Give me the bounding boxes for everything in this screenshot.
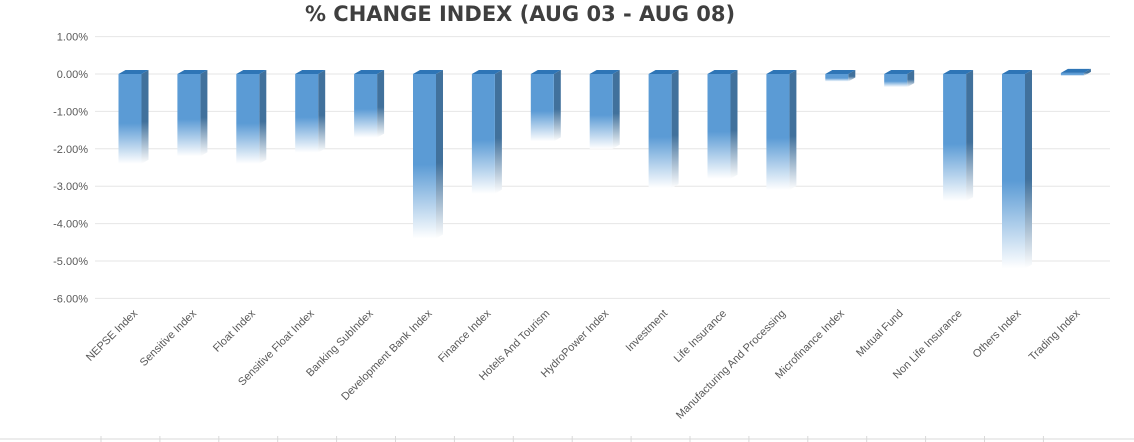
bar — [943, 74, 967, 202]
bar-side — [848, 70, 856, 82]
y-tick-label: 0.00% — [57, 69, 88, 81]
bar-top — [295, 70, 326, 74]
bar-side — [789, 70, 797, 190]
bar-top — [177, 70, 208, 74]
bar-side — [612, 70, 620, 149]
bar-side — [671, 70, 679, 189]
x-tick-label: Finance Index — [436, 307, 494, 365]
x-tick-label: Investment — [624, 308, 671, 355]
bar-side — [553, 70, 561, 142]
bar-top — [825, 70, 856, 74]
bar-side — [730, 70, 738, 179]
bar-side — [494, 70, 502, 194]
bar-side — [1083, 68, 1091, 76]
x-tick-label: NEPSE Index — [84, 307, 140, 363]
bar — [236, 74, 260, 164]
bar-side — [966, 70, 974, 202]
bar — [825, 74, 849, 82]
y-tick-label: -4.00% — [53, 219, 88, 231]
bar-top — [413, 70, 443, 74]
bar — [177, 74, 201, 157]
bar-top — [236, 70, 267, 74]
x-tick-label: Trading Index — [1027, 307, 1083, 363]
bar — [884, 74, 908, 88]
bar-top — [884, 70, 915, 74]
bar — [118, 74, 142, 164]
bar — [589, 74, 613, 149]
bar-top — [354, 70, 385, 74]
bar — [530, 74, 554, 142]
bar-side — [1025, 70, 1032, 269]
bar-side — [141, 70, 149, 164]
bar-side — [377, 70, 385, 138]
x-tick-label: Mutual Fund — [854, 308, 906, 360]
bar — [1060, 72, 1084, 76]
bar-top — [1002, 70, 1032, 74]
bar-top — [766, 70, 797, 74]
x-tick-label: Life Insurance — [672, 308, 729, 365]
bar — [648, 74, 672, 189]
bar-top — [589, 70, 620, 74]
y-tick-label: -2.00% — [53, 144, 88, 156]
y-tick-label: -1.00% — [53, 106, 88, 118]
x-tick-label: Manufacturing And Processing — [674, 308, 788, 422]
chart-title: % CHANGE INDEX (AUG 03 - AUG 08) — [304, 2, 736, 26]
bar-side — [436, 70, 443, 239]
bar-side — [318, 70, 326, 153]
x-tick-label: Float Index — [211, 307, 258, 354]
bar — [354, 74, 378, 138]
bar — [471, 74, 495, 194]
bar-top — [648, 70, 679, 74]
y-tick-label: 1.00% — [57, 32, 88, 44]
bar — [766, 74, 790, 190]
bar — [707, 74, 731, 179]
y-tick-label: -5.00% — [53, 256, 88, 268]
bar — [295, 74, 319, 153]
bar-top — [943, 70, 974, 74]
y-tick-label: -6.00% — [53, 293, 88, 305]
bar-side — [907, 70, 915, 88]
bar-side — [200, 70, 208, 157]
bar-top — [118, 70, 149, 74]
bar-top — [471, 70, 502, 74]
bar-top — [1060, 68, 1091, 73]
bar — [1002, 74, 1025, 269]
bar-top — [530, 70, 561, 74]
bar — [413, 74, 436, 239]
x-tick-label: Others Index — [971, 307, 1024, 360]
x-tick-label: Sensitive Index — [138, 307, 200, 369]
bar-top — [707, 70, 738, 74]
y-tick-label: -3.00% — [53, 181, 88, 193]
bar-side — [259, 70, 267, 164]
